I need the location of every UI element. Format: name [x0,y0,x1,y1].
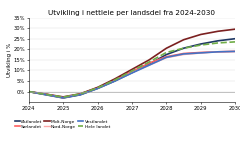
Midt-Norge [113,78,116,80]
Østlandet [62,97,65,99]
Hele landet [45,93,48,95]
Title: Utvikling i nettleie per landsdel fra 2024-2030: Utvikling i nettleie per landsdel fra 20… [48,10,216,16]
Y-axis label: Utvikling i %: Utvikling i % [7,43,12,77]
Østlandet [131,72,133,73]
Sørlandet [148,62,151,64]
Midt-Norge [45,93,48,95]
Sørlandet [216,51,219,53]
Østlandet [216,40,219,42]
Østlandet [182,47,185,49]
Vestlandet [62,97,65,99]
Nord-Norge [45,93,48,95]
Vestlandet [113,80,116,82]
Midt-Norge [148,59,151,61]
Sørlandet [131,71,133,72]
Hele landet [62,96,65,98]
Midt-Norge [182,39,185,41]
Sørlandet [96,87,99,89]
Nord-Norge [27,91,30,93]
Hele landet [216,42,219,44]
Line: Nord-Norge: Nord-Norge [29,51,235,98]
Legend: Østlandet, Sørlandet, Midt-Norge, Nord-Norge, Vestlandet, Hele landet: Østlandet, Sørlandet, Midt-Norge, Nord-N… [14,120,110,129]
Sørlandet [165,56,168,58]
Hele landet [148,61,151,63]
Line: Østlandet: Østlandet [29,39,235,98]
Sørlandet [182,53,185,54]
Sørlandet [199,52,202,53]
Midt-Norge [131,68,133,70]
Nord-Norge [165,57,168,59]
Nord-Norge [131,72,133,73]
Sørlandet [79,93,82,95]
Sørlandet [45,93,48,95]
Midt-Norge [216,30,219,32]
Vestlandet [148,64,151,66]
Hele landet [113,79,116,81]
Midt-Norge [96,86,99,88]
Vestlandet [182,53,185,55]
Østlandet [45,94,48,96]
Nord-Norge [79,93,82,95]
Hele landet [234,41,237,43]
Østlandet [113,80,116,82]
Sørlandet [62,97,65,98]
Østlandet [165,54,168,55]
Midt-Norge [199,34,202,35]
Vestlandet [27,91,30,93]
Midt-Norge [27,91,30,93]
Nord-Norge [234,51,237,52]
Østlandet [148,63,151,65]
Østlandet [27,91,30,93]
Line: Hele landet: Hele landet [29,42,235,97]
Hele landet [27,91,30,93]
Vestlandet [234,51,237,52]
Nord-Norge [216,51,219,53]
Østlandet [199,43,202,45]
Vestlandet [79,94,82,95]
Hele landet [131,70,133,72]
Nord-Norge [148,64,151,66]
Vestlandet [131,72,133,74]
Sørlandet [113,79,116,81]
Midt-Norge [62,96,65,98]
Nord-Norge [199,52,202,54]
Nord-Norge [96,87,99,89]
Hele landet [96,87,99,89]
Midt-Norge [165,47,168,49]
Line: Sørlandet: Sørlandet [29,51,235,98]
Line: Vestlandet: Vestlandet [29,51,235,98]
Sørlandet [27,91,30,93]
Sørlandet [234,51,237,52]
Midt-Norge [234,28,237,30]
Hele landet [182,47,185,49]
Nord-Norge [113,80,116,81]
Vestlandet [165,57,168,58]
Line: Midt-Norge: Midt-Norge [29,29,235,97]
Vestlandet [96,88,99,89]
Nord-Norge [62,97,65,98]
Østlandet [79,94,82,96]
Østlandet [234,38,237,40]
Østlandet [96,88,99,89]
Midt-Norge [79,93,82,95]
Vestlandet [199,52,202,54]
Nord-Norge [182,54,185,55]
Vestlandet [45,94,48,95]
Vestlandet [216,51,219,53]
Hele landet [165,52,168,53]
Hele landet [79,93,82,95]
Hele landet [199,44,202,46]
